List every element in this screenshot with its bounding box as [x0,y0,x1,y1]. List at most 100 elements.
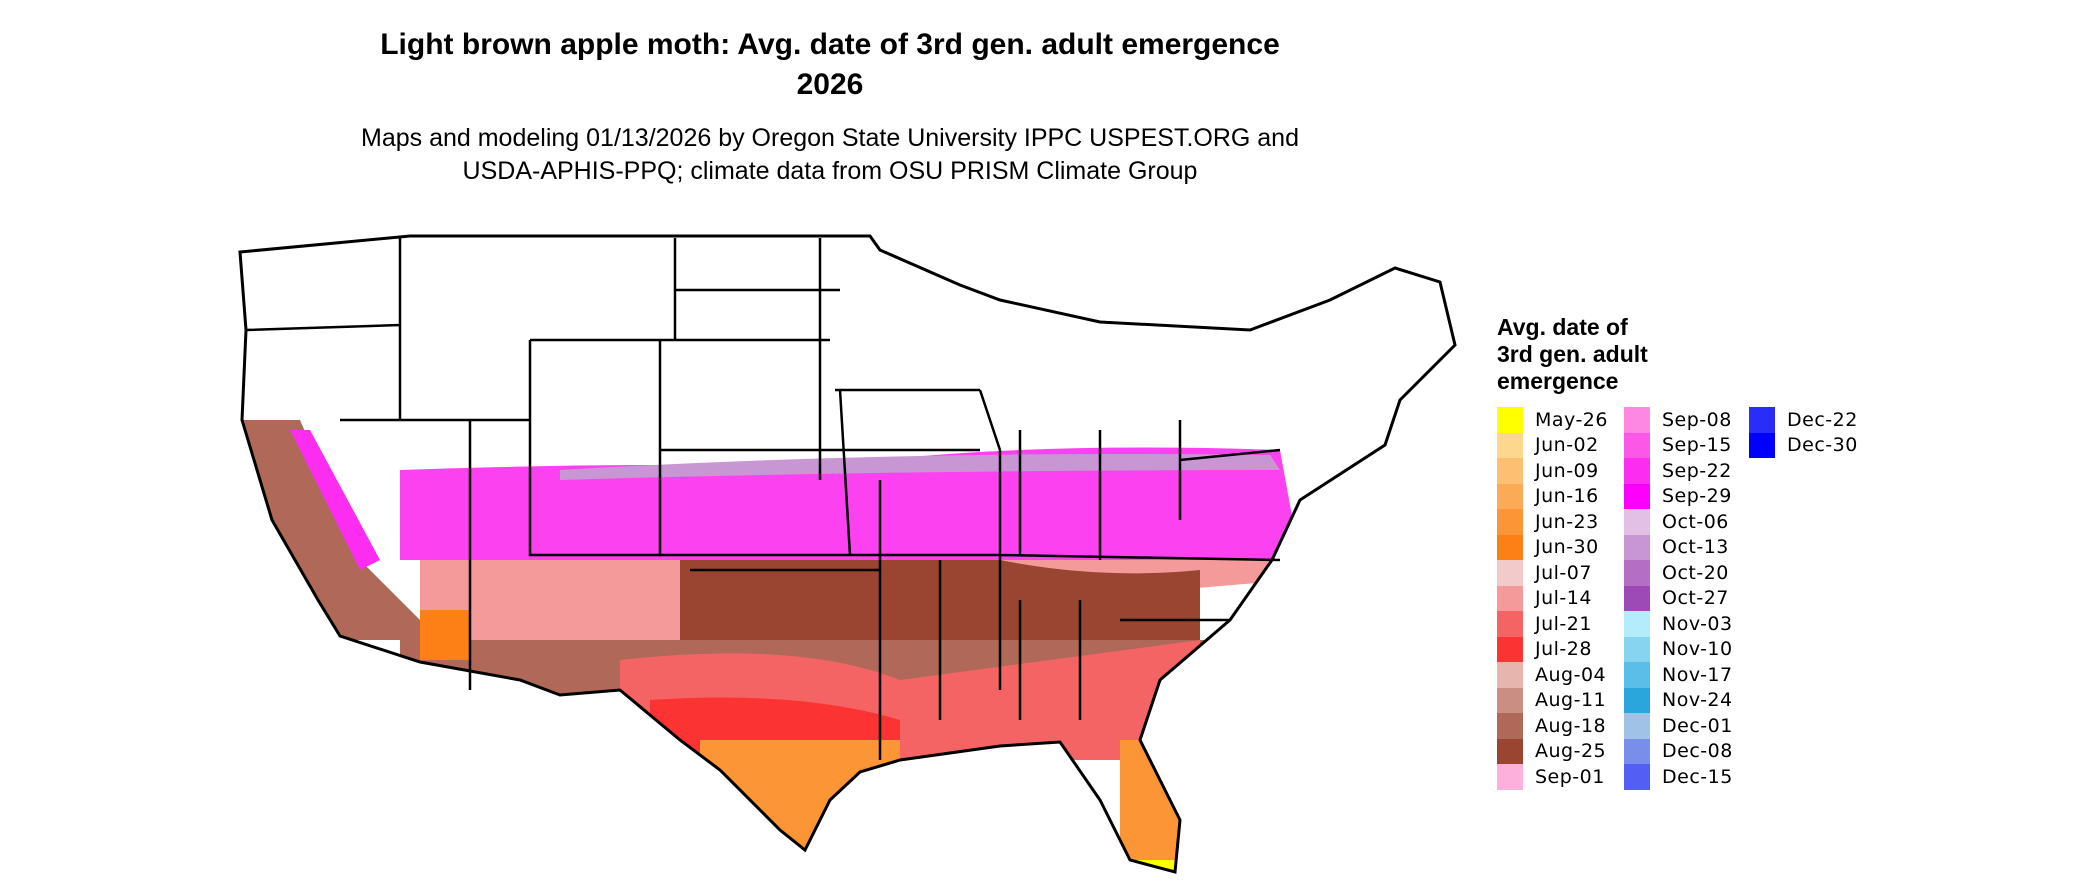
legend-item: Aug-04 [1497,662,1606,688]
legend-label: Dec-15 [1662,765,1733,788]
legend-swatch [1497,534,1523,560]
legend-swatch [1624,636,1650,662]
legend-label: Aug-04 [1535,663,1607,686]
legend-item: Oct-13 [1624,534,1729,560]
legend-swatch [1624,483,1650,509]
legend-label: Jun-30 [1535,536,1599,559]
legend-item: Jun-02 [1497,432,1599,458]
legend-item: Dec-15 [1624,764,1733,790]
legend-item: Sep-08 [1624,407,1732,433]
legend-label: Nov-17 [1662,663,1733,686]
legend-label: Oct-27 [1662,587,1729,610]
legend-label: Aug-25 [1535,740,1607,763]
legend-item: Jul-14 [1497,585,1592,611]
zone-texas-jun [700,740,900,872]
legend-swatch [1497,738,1523,764]
legend-label: Aug-11 [1535,689,1607,712]
legend-label: Jun-23 [1535,510,1599,533]
legend-item: Sep-01 [1497,764,1605,790]
legend-item: Dec-01 [1624,713,1733,739]
legend-item: Aug-11 [1497,687,1607,713]
map-subtitle-line1: Maps and modeling 01/13/2026 by Oregon S… [361,124,1299,152]
legend-swatch [1749,407,1775,433]
legend-swatch [1624,764,1650,790]
legend-swatch [1497,611,1523,637]
legend-label: Sep-08 [1662,408,1732,431]
legend-swatch [1749,432,1775,458]
legend-label: Dec-30 [1787,434,1858,457]
legend-label: Nov-24 [1662,689,1733,712]
legend-item: Sep-29 [1624,483,1732,509]
map-title: Light brown apple moth: Avg. date of 3rd… [380,28,1280,61]
zone-desert-jun [420,610,470,660]
legend-item: Dec-08 [1624,738,1733,764]
legend-item: Jul-21 [1497,611,1592,637]
map-subtitle-line2: USDA-APHIS-PPQ; climate data from OSU PR… [462,157,1198,185]
legend-item: Nov-10 [1624,636,1733,662]
legend-swatch [1497,713,1523,739]
legend-item: Jul-07 [1497,560,1592,586]
legend-label: Aug-18 [1535,714,1607,737]
legend-label: Jul-21 [1535,612,1592,635]
legend-swatch [1624,560,1650,586]
legend-label: Jun-02 [1535,434,1599,457]
legend-swatch [1624,407,1650,433]
legend-swatch [1624,534,1650,560]
legend-item: Oct-20 [1624,560,1729,586]
legend-item: Sep-22 [1624,458,1732,484]
legend-swatch [1624,611,1650,637]
legend-label: Oct-20 [1662,561,1729,584]
legend-item: Oct-27 [1624,585,1729,611]
legend-swatch [1497,432,1523,458]
legend-label: Jul-14 [1535,587,1592,610]
legend-swatch [1497,585,1523,611]
legend-item: Oct-06 [1624,509,1729,535]
legend-item: Jun-09 [1497,458,1599,484]
legend-item: Nov-17 [1624,662,1733,688]
legend-label: Oct-13 [1662,536,1729,559]
legend-label: Dec-08 [1662,740,1733,763]
legend-item: Dec-30 [1749,432,1858,458]
legend-item: May-26 [1497,407,1608,433]
legend-item: Aug-25 [1497,738,1607,764]
legend-label: Jun-09 [1535,459,1599,482]
legend-swatch [1497,509,1523,535]
legend-item: Dec-22 [1749,407,1858,433]
legend-swatch [1497,458,1523,484]
zone-keys-may [1130,860,1180,872]
legend-swatch [1497,764,1523,790]
legend-label: Sep-01 [1535,765,1605,788]
state-boundaries [245,238,1281,760]
legend-item: Jun-16 [1497,483,1599,509]
legend-label: Dec-01 [1662,714,1733,737]
legend-swatch [1497,560,1523,586]
legend-item: Jun-23 [1497,509,1599,535]
legend-swatch [1497,687,1523,713]
legend-label: May-26 [1535,408,1608,431]
legend-item: Jul-28 [1497,636,1592,662]
legend-label: Jul-07 [1535,561,1592,584]
legend-swatch [1497,636,1523,662]
map-year: 2026 [796,68,864,101]
legend-swatch [1624,687,1650,713]
legend-swatch [1624,713,1650,739]
legend-title: Avg. date of 3rd gen. adult emergence [1497,314,1717,395]
legend-item: Jun-30 [1497,534,1599,560]
legend-item: Sep-15 [1624,432,1732,458]
legend-item: Aug-18 [1497,713,1606,739]
us-emergence-map [238,234,1457,874]
legend-swatch [1497,407,1523,433]
legend-title-line: emergence [1497,368,1619,394]
legend-label: Jun-16 [1535,485,1599,508]
legend-swatch [1497,662,1523,688]
legend-title-line: Avg. date of [1497,314,1628,340]
legend-label: Sep-22 [1662,459,1732,482]
legend-swatch [1624,738,1650,764]
legend-label: Jul-28 [1535,638,1592,661]
legend-swatch [1624,662,1650,688]
legend-label: Sep-15 [1662,434,1732,457]
legend-swatch [1624,585,1650,611]
legend-item: Nov-03 [1624,611,1733,637]
legend-swatch [1624,458,1650,484]
legend-label: Sep-29 [1662,485,1732,508]
